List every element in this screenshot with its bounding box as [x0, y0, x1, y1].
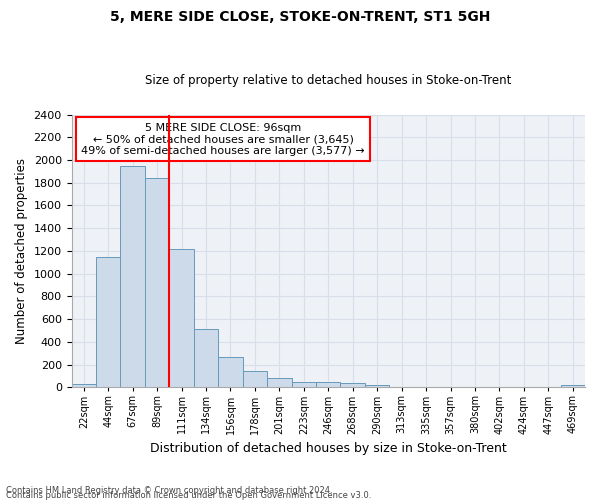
Bar: [96, 256, 121, 388]
Bar: [242, 370, 267, 388]
Bar: [194, 329, 218, 388]
Bar: [560, 386, 585, 388]
Bar: [71, 384, 96, 388]
Text: Contains HM Land Registry data © Crown copyright and database right 2024.: Contains HM Land Registry data © Crown c…: [6, 486, 332, 495]
Bar: [121, 166, 145, 388]
Text: 5, MERE SIDE CLOSE, STOKE-ON-TRENT, ST1 5GH: 5, MERE SIDE CLOSE, STOKE-ON-TRENT, ST1 …: [110, 10, 490, 24]
Bar: [218, 357, 242, 388]
X-axis label: Distribution of detached houses by size in Stoke-on-Trent: Distribution of detached houses by size …: [150, 442, 506, 455]
Bar: [267, 378, 292, 388]
Bar: [169, 248, 194, 388]
Bar: [365, 386, 389, 388]
Y-axis label: Number of detached properties: Number of detached properties: [15, 158, 28, 344]
Bar: [145, 178, 169, 388]
Text: Contains public sector information licensed under the Open Government Licence v3: Contains public sector information licen…: [6, 490, 371, 500]
Bar: [340, 383, 365, 388]
Bar: [316, 382, 340, 388]
Bar: [292, 382, 316, 388]
Text: 5 MERE SIDE CLOSE: 96sqm
← 50% of detached houses are smaller (3,645)
49% of sem: 5 MERE SIDE CLOSE: 96sqm ← 50% of detach…: [81, 122, 365, 156]
Title: Size of property relative to detached houses in Stoke-on-Trent: Size of property relative to detached ho…: [145, 74, 511, 87]
